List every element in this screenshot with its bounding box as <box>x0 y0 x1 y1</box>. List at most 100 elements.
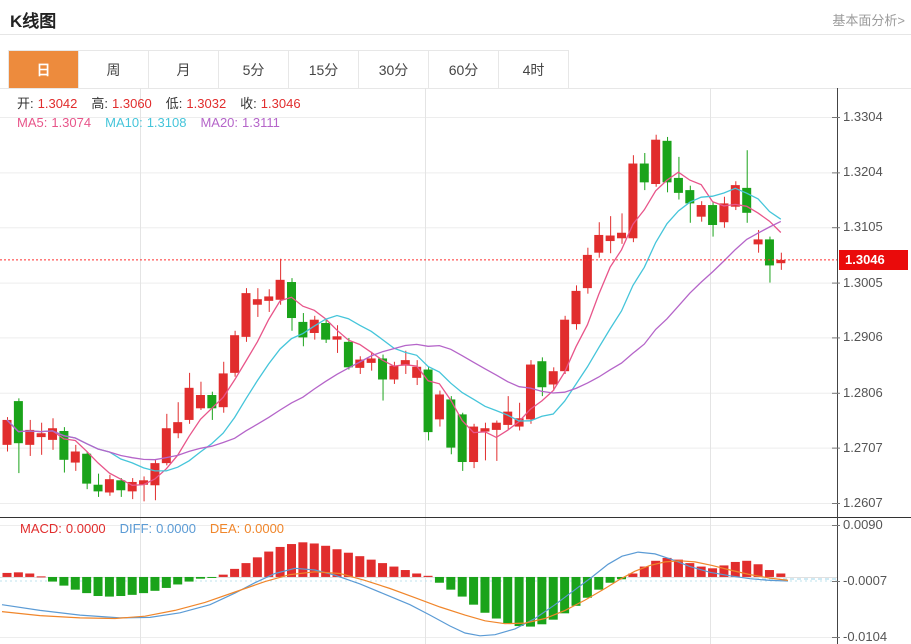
macd-bar-negative <box>116 576 126 597</box>
candle-body-up <box>719 203 729 223</box>
candle-body-up <box>560 319 570 372</box>
macd-bar-positive <box>400 570 410 577</box>
candle-body-down <box>673 177 683 193</box>
ohlc-readout: 开: 1.3042 高: 1.3060 低: 1.3032 收: 1.3046 <box>17 93 315 112</box>
candle-body-up <box>696 205 706 217</box>
macd-bar-negative <box>195 576 205 579</box>
candle-body-down <box>537 361 547 388</box>
tab-4时[interactable]: 4时 <box>499 51 569 89</box>
tab-5分[interactable]: 5分 <box>219 51 289 89</box>
macd-bar-negative <box>457 576 467 597</box>
tab-日[interactable]: 日 <box>9 51 79 89</box>
macd-bar-positive <box>378 563 388 577</box>
readout-label: MA5: <box>17 115 48 130</box>
readout-value: 1.3111 <box>242 115 280 130</box>
macd-bar-negative <box>184 576 194 582</box>
macd-bar-negative <box>537 576 547 625</box>
candle-body-up <box>184 387 194 420</box>
candle-body-down <box>742 187 752 213</box>
readout-label: DEA: <box>209 521 241 536</box>
macd-tick-label: -0.0104 <box>843 629 888 644</box>
tab-15分[interactable]: 15分 <box>289 51 359 89</box>
candle-body-down <box>764 239 774 266</box>
candle-body-down <box>446 399 456 448</box>
macd-bar-negative <box>161 576 171 588</box>
macd-bar-negative <box>560 576 570 614</box>
candle-body-up <box>25 429 35 445</box>
candle-body-up <box>491 422 501 430</box>
readout-value: 0.0000 <box>65 521 106 536</box>
macd-readout: MACD: 0.0000 DIFF: 0.0000 DEA: 0.0000 <box>20 521 298 536</box>
candle-body-up <box>594 234 604 253</box>
candle-body-down <box>685 190 695 204</box>
price-tick-label: 1.3304 <box>843 109 883 124</box>
candle-body-up <box>480 428 490 432</box>
candle-body-up <box>389 365 399 380</box>
candle-body-up <box>400 360 410 366</box>
macd-bar-positive <box>343 552 353 577</box>
tab-月[interactable]: 月 <box>149 51 219 89</box>
tab-60分[interactable]: 60分 <box>429 51 499 89</box>
candle-body-down <box>321 323 331 340</box>
ma5-line <box>6 171 782 486</box>
price-tick-label: 1.3105 <box>843 219 883 235</box>
candle-body-down <box>207 395 217 409</box>
macd-bar-negative <box>82 576 92 594</box>
macd-bar-positive <box>673 559 683 577</box>
macd-bar-negative <box>503 576 513 624</box>
price-tick-label: 1.2707 <box>843 439 883 455</box>
candle-body-up <box>730 185 740 207</box>
candle-body-up <box>104 479 114 493</box>
macd-bar-negative <box>469 576 479 605</box>
tab-周[interactable]: 周 <box>79 51 149 89</box>
readout-value: 1.3108 <box>146 115 187 130</box>
tab-30分[interactable]: 30分 <box>359 51 429 89</box>
macd-bar-positive <box>230 568 240 577</box>
readout-value: 0.0000 <box>156 521 196 536</box>
readout-value: 1.3046 <box>260 96 301 111</box>
price-tick-label: 1.2806 <box>843 384 883 400</box>
candle-body-up <box>195 395 205 409</box>
candle-body-up <box>332 336 342 340</box>
macd-bar-positive <box>719 565 729 577</box>
macd-bar-positive <box>651 560 661 577</box>
macd-bar-positive <box>366 559 376 577</box>
macd-bar-negative <box>207 576 217 578</box>
ma-readout: MA5: 1.3074 MA10: 1.3108 MA20: 1.3111 <box>17 115 294 130</box>
candle-body-up <box>617 232 627 239</box>
readout-value: 1.3060 <box>112 96 152 111</box>
macd-bar-positive <box>252 557 262 577</box>
macd-bar-negative <box>605 576 615 583</box>
candle-body-down <box>423 369 433 433</box>
candle-body-down <box>287 282 296 319</box>
macd-bar-positive <box>298 542 308 577</box>
macd-bar-positive <box>662 557 672 577</box>
macd-bar-positive <box>275 546 285 577</box>
macd-bar-negative <box>571 576 581 606</box>
macd-tick-label: 0.0090 <box>843 517 883 532</box>
macd-bar-negative <box>582 576 592 598</box>
readout-label: 低: <box>165 96 183 111</box>
macd-bar-positive <box>332 549 342 577</box>
macd-bar-negative <box>150 576 160 591</box>
candle-body-up <box>355 359 365 368</box>
candle-body-down <box>298 321 308 338</box>
candle-body-up <box>503 411 513 425</box>
macd-bar-positive <box>412 573 422 577</box>
candle-body-down <box>59 431 69 460</box>
candle-body-up <box>139 480 149 485</box>
candle-body-down <box>708 205 718 225</box>
fundamental-analysis-link[interactable]: 基本面分析> <box>832 13 905 28</box>
candle-body-up <box>548 371 558 385</box>
candle-body-up <box>127 481 137 492</box>
macd-bar-negative <box>594 576 604 590</box>
candle-body-down <box>116 480 126 491</box>
candle-body-up <box>70 451 80 463</box>
macd-bar-negative <box>173 576 183 585</box>
macd-bar-positive <box>13 572 23 577</box>
macd-bar-positive <box>639 566 649 577</box>
macd-bar-negative <box>127 576 137 595</box>
macd-bar-negative <box>139 576 149 594</box>
macd-bar-positive <box>241 563 251 577</box>
candle-body-up <box>571 290 581 325</box>
